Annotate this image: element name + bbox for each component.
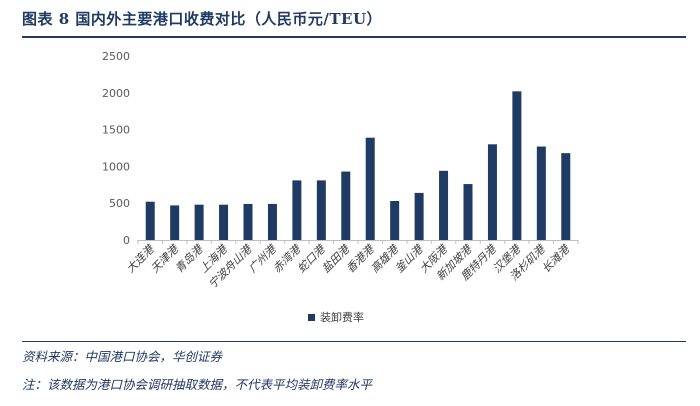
title-rule (22, 36, 686, 38)
bar-chart: 05001000150020002500大连港天津港青岛港上海港宁波舟山港广州港… (102, 50, 579, 324)
bar (170, 205, 180, 240)
bar (561, 153, 571, 240)
bar (414, 192, 424, 240)
legend-swatch (308, 314, 315, 321)
bar (487, 144, 497, 240)
bar (194, 204, 204, 240)
bar (219, 204, 229, 240)
source-text: 资料来源：中国港口协会，华创证券 (22, 349, 223, 364)
bar (365, 137, 375, 240)
legend-label: 装卸费率 (320, 310, 364, 324)
x-tick-label: 长滩港 (539, 242, 573, 276)
bar (439, 170, 449, 240)
bar (292, 180, 302, 240)
y-tick-label: 1000 (102, 160, 130, 173)
y-tick-label: 500 (109, 197, 130, 210)
chart-title: 图表 8 国内外主要港口收费对比（人民币元/TEU） (22, 10, 383, 28)
note-text: 注：该数据为港口协会调研抽取数据，不代表平均装卸费率水平 (22, 377, 373, 392)
footer-rule (22, 341, 686, 342)
bar (463, 184, 473, 240)
y-tick-label: 2500 (102, 50, 130, 63)
y-tick-label: 0 (123, 234, 130, 247)
bar (341, 171, 351, 240)
bar (243, 203, 253, 240)
bar (316, 180, 326, 240)
bar (512, 91, 522, 240)
y-tick-label: 1500 (102, 124, 130, 137)
bar (145, 201, 155, 240)
bar (267, 203, 277, 240)
bar (390, 200, 400, 240)
bar (536, 146, 546, 240)
y-tick-label: 2000 (102, 87, 130, 100)
